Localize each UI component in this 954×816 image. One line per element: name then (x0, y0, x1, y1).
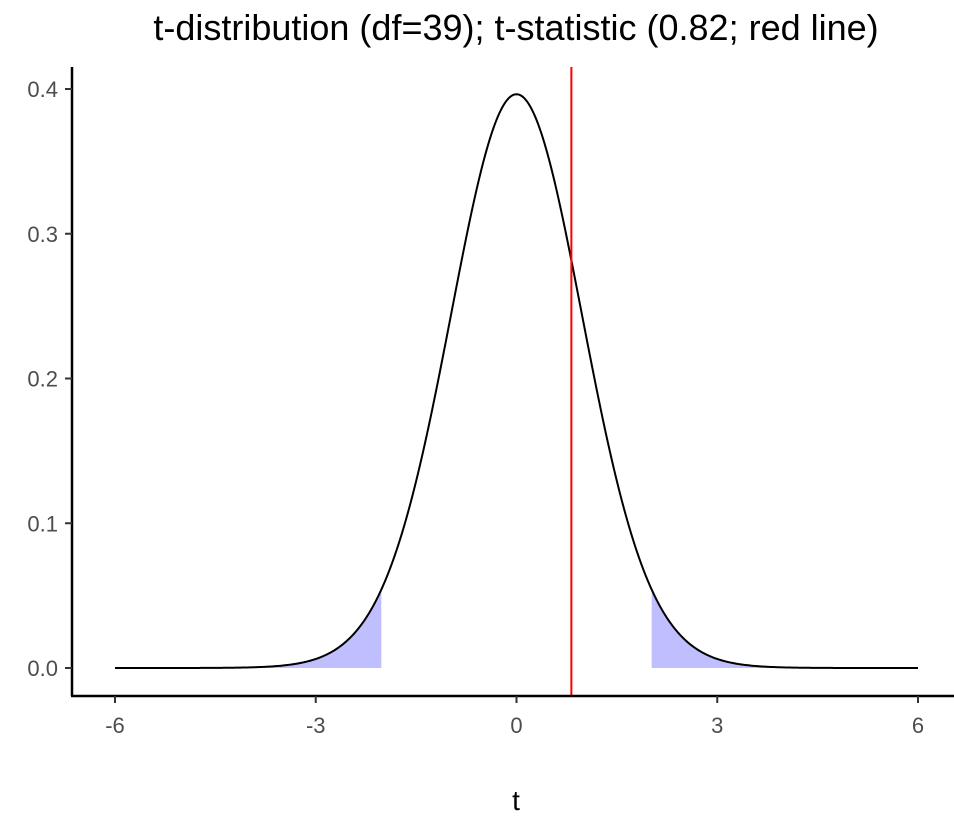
y-tick-label: 0.1 (27, 511, 58, 536)
x-ticks: -6 -3 0 3 6 (105, 696, 924, 738)
x-tick-label: 6 (912, 713, 924, 738)
x-tick-label: 0 (510, 713, 522, 738)
density-curve-layer (115, 93, 918, 669)
chart-title: t-distribution (df=39); t-statistic (0.8… (153, 7, 878, 48)
rejection-region-layer (115, 589, 918, 668)
density-curve (115, 93, 918, 669)
y-tick-label: 0.4 (27, 77, 58, 102)
y-ticks: 0.0 0.1 0.2 0.3 0.4 (27, 77, 72, 681)
rejection-region-left (115, 589, 382, 668)
axes (70, 67, 954, 698)
x-tick-label: 3 (711, 713, 723, 738)
y-tick-label: 0.2 (27, 367, 58, 392)
x-axis-title: t (512, 785, 520, 816)
y-tick-label: 0.3 (27, 222, 58, 247)
x-tick-label: -6 (105, 713, 125, 738)
rejection-region-right (651, 589, 918, 668)
x-tick-label: -3 (306, 713, 326, 738)
y-tick-label: 0.0 (27, 656, 58, 681)
